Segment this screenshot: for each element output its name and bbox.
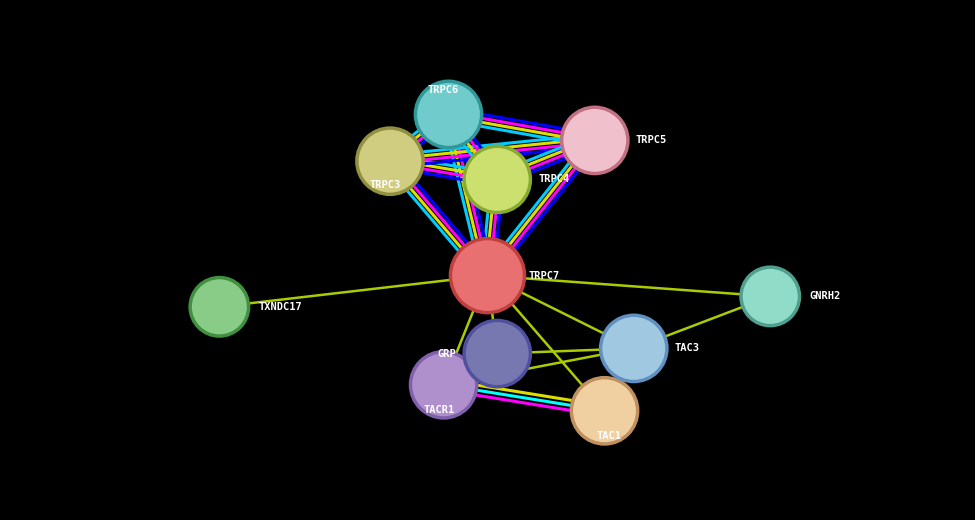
Text: TRPC3: TRPC3	[370, 180, 401, 190]
Circle shape	[571, 378, 638, 444]
Circle shape	[741, 267, 800, 326]
Circle shape	[410, 352, 477, 418]
Text: TXNDC17: TXNDC17	[258, 302, 302, 312]
Text: TAC3: TAC3	[675, 343, 700, 354]
Text: TRPC5: TRPC5	[636, 135, 667, 146]
Text: TACR1: TACR1	[423, 405, 454, 415]
Text: TAC1: TAC1	[597, 431, 622, 441]
Circle shape	[464, 146, 530, 213]
Circle shape	[415, 81, 482, 148]
Text: TRPC6: TRPC6	[428, 85, 459, 95]
Text: TRPC7: TRPC7	[528, 270, 560, 281]
Circle shape	[464, 320, 530, 387]
Text: GRP: GRP	[438, 348, 456, 359]
Text: GNRH2: GNRH2	[809, 291, 840, 302]
Circle shape	[562, 107, 628, 174]
Circle shape	[450, 239, 525, 313]
Circle shape	[601, 315, 667, 382]
Circle shape	[357, 128, 423, 194]
Text: TRPC4: TRPC4	[538, 174, 569, 185]
Circle shape	[190, 278, 249, 336]
